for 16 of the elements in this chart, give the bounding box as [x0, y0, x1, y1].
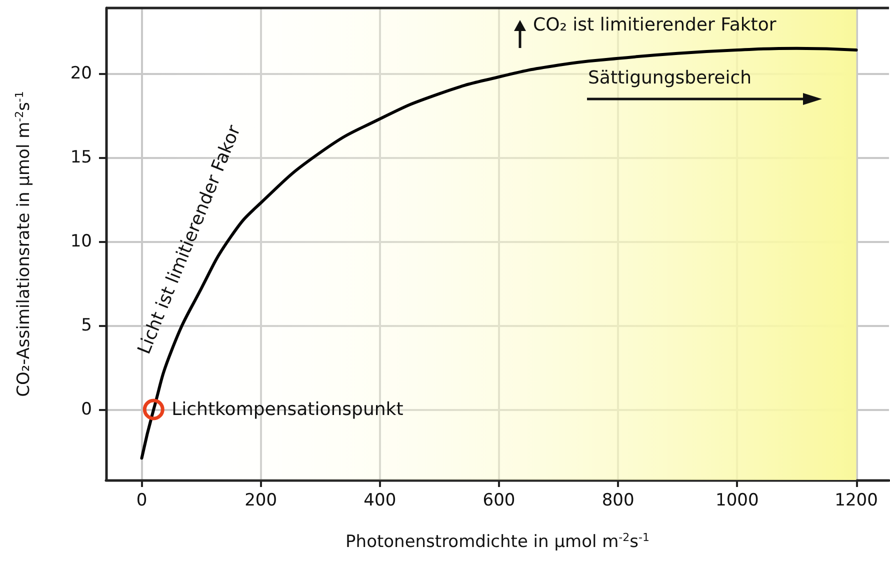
annotation: CO₂ ist limitierender Faktor [533, 14, 777, 36]
annotation: Lichtkompensationspunkt [172, 398, 404, 420]
y-axis-title: CO₂-Assimilationsrate in µmol m-2s-1 [13, 91, 34, 397]
y-tick-label: 20 [70, 64, 92, 84]
x-tick-label: 600 [482, 490, 516, 510]
y-tick-label: 0 [81, 399, 92, 420]
y-tick-label: 15 [70, 147, 92, 168]
x-tick-label: 1200 [834, 490, 878, 510]
x-tick-label: 200 [244, 490, 278, 510]
x-tick-label: 400 [364, 490, 396, 510]
x-tick-label: 800 [602, 490, 634, 510]
y-tick-label: 10 [70, 231, 92, 252]
y-tick-label: 5 [81, 315, 92, 336]
annotation: Sättigungsbereich [588, 68, 752, 88]
x-tick-label: 0 [136, 490, 148, 510]
x-tick-label: 1000 [716, 490, 759, 510]
